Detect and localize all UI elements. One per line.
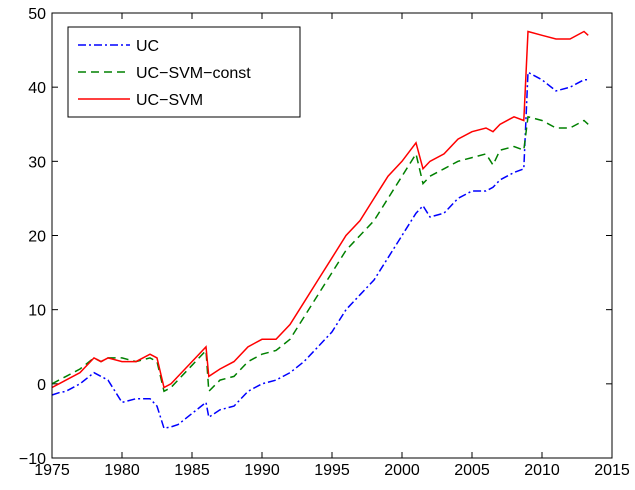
- legend-label: UC−SVM−const: [136, 65, 251, 82]
- y-tick-label: 20: [28, 229, 46, 246]
- y-tick-label: −10: [19, 451, 46, 468]
- x-tick-label: 1980: [104, 462, 140, 479]
- y-tick-label: 0: [37, 377, 46, 394]
- line-series: [51, 71, 589, 430]
- x-tick-label: 2005: [454, 462, 490, 479]
- legend-label: UC: [136, 38, 159, 55]
- axes-box: [51, 12, 613, 459]
- legend-box: [67, 26, 301, 118]
- legend-label: UC−SVM: [136, 92, 203, 109]
- x-tick-label: 1975: [34, 462, 70, 479]
- y-tick-label: 10: [28, 303, 46, 320]
- y-tick-label: 40: [28, 80, 46, 97]
- y-tick-label: 50: [28, 6, 46, 23]
- x-tick-label: 1985: [174, 462, 210, 479]
- x-tick-label: 1990: [244, 462, 280, 479]
- x-tick-label: 2000: [384, 462, 420, 479]
- y-tick-label: 30: [28, 154, 46, 171]
- line-series: [51, 30, 589, 389]
- x-tick-label: 2010: [524, 462, 560, 479]
- x-tick-label: 1995: [314, 462, 350, 479]
- legend: UC UC−SVM−const UC−SVM: [67, 26, 301, 118]
- x-tick-label: 2015: [594, 462, 630, 479]
